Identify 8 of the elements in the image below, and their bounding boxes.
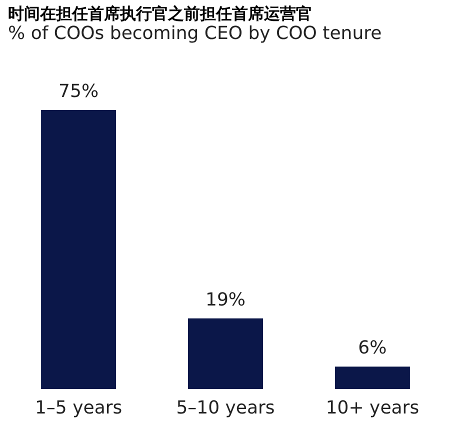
data-label: 75% bbox=[58, 81, 99, 102]
x-tick-label: 10+ years bbox=[326, 398, 420, 418]
x-tick-label: 5–10 years bbox=[176, 398, 275, 418]
x-tick-label: 1–5 years bbox=[34, 398, 122, 418]
chart-title: 时间在担任首席执行官之前担任首席运营官 bbox=[8, 4, 312, 23]
data-label: 19% bbox=[205, 289, 246, 310]
data-label: 6% bbox=[358, 338, 387, 359]
chart-subtitle: % of COOs becoming CEO by COO tenure bbox=[8, 23, 382, 44]
